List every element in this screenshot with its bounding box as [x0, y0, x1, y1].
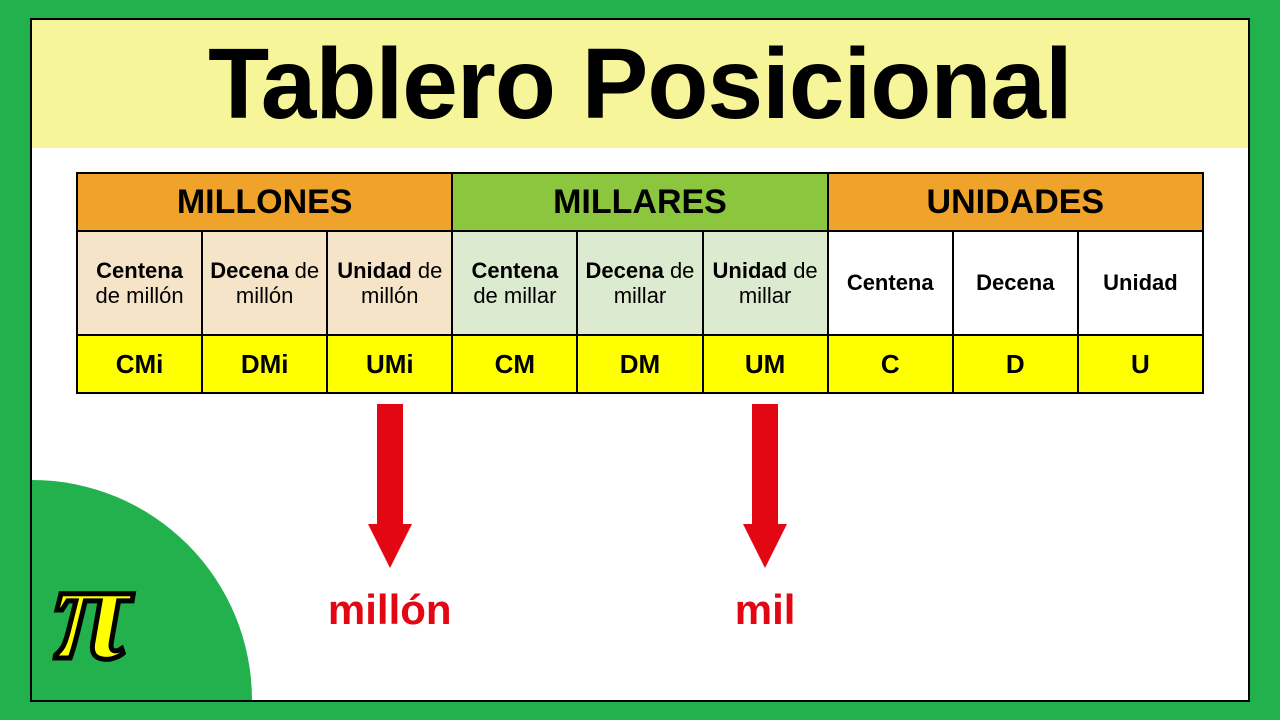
column-abbr: U	[1078, 335, 1203, 393]
column-abbr: CM	[452, 335, 577, 393]
column-abbr: UM	[703, 335, 828, 393]
column-label-strong: Centena	[847, 270, 934, 295]
place-value-table-wrap: MILLONESMILLARESUNIDADES Centena de mill…	[76, 172, 1204, 394]
column-label-strong: Unidad	[337, 258, 412, 283]
place-value-table: MILLONESMILLARESUNIDADES Centena de mill…	[76, 172, 1204, 394]
page-title: Tablero Posicional	[208, 27, 1072, 142]
column-label: Centena de millar	[452, 231, 577, 335]
group-header: UNIDADES	[828, 173, 1203, 231]
column-abbr: CMi	[77, 335, 202, 393]
group-header-row: MILLONESMILLARESUNIDADES	[77, 173, 1203, 231]
card: Tablero Posicional MILLONESMILLARESUNIDA…	[30, 18, 1250, 702]
arrow-label: millón	[328, 586, 452, 634]
column-label-strong: Decena	[210, 258, 288, 283]
abbreviations-row: CMiDMiUMiCMDMUMCDU	[77, 335, 1203, 393]
pi-badge: π	[32, 480, 252, 700]
column-label: Unidad	[1078, 231, 1203, 335]
column-label-strong: Unidad	[713, 258, 788, 283]
column-label-rest: de millón	[96, 283, 184, 308]
column-abbr: DM	[577, 335, 702, 393]
arrow-block: mil	[685, 404, 845, 634]
column-label: Centena	[828, 231, 953, 335]
column-label-strong: Decena	[976, 270, 1054, 295]
column-label-strong: Centena	[471, 258, 558, 283]
column-label-strong: Centena	[96, 258, 183, 283]
column-label: Unidad de millón	[327, 231, 452, 335]
down-arrow-icon	[358, 404, 422, 568]
arrow-label: mil	[735, 586, 796, 634]
column-label-strong: Unidad	[1103, 270, 1178, 295]
column-label: Decena de millón	[202, 231, 327, 335]
column-label: Unidad de millar	[703, 231, 828, 335]
title-bar: Tablero Posicional	[32, 20, 1248, 148]
column-labels-row: Centena de millónDecena de millónUnidad …	[77, 231, 1203, 335]
column-label: Centena de millón	[77, 231, 202, 335]
column-abbr: UMi	[327, 335, 452, 393]
column-abbr: C	[828, 335, 953, 393]
column-label: Decena de millar	[577, 231, 702, 335]
pi-icon: π	[54, 531, 130, 692]
group-header: MILLONES	[77, 173, 452, 231]
column-abbr: DMi	[202, 335, 327, 393]
column-label: Decena	[953, 231, 1078, 335]
group-header: MILLARES	[452, 173, 827, 231]
column-label-strong: Decena	[586, 258, 664, 283]
column-abbr: D	[953, 335, 1078, 393]
down-arrow-icon	[733, 404, 797, 568]
column-label-rest: de millar	[473, 283, 556, 308]
arrow-block: millón	[310, 404, 470, 634]
